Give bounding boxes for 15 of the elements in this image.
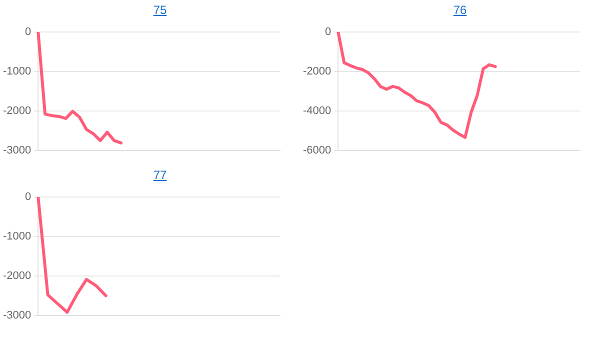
y-tick-label: 0 [25,26,32,38]
y-tick-label: -2000 [2,270,32,282]
y-tick-label: -3000 [2,144,32,156]
chart-title: 77 [152,167,168,184]
y-tick-label: 0 [325,26,332,38]
y-tick-label: -1000 [2,66,32,78]
y-tick-label: -3000 [2,309,32,322]
y-tick-label: -2000 [302,66,332,78]
y-tick-label: -2000 [2,104,32,117]
chart-title: 76 [452,2,468,19]
y-tick-label: -1000 [2,230,32,242]
y-tick-label: -6000 [302,144,332,156]
chart-title: 75 [152,2,168,19]
y-tick-label: -4000 [302,104,332,117]
y-tick-label: 0 [25,191,32,204]
